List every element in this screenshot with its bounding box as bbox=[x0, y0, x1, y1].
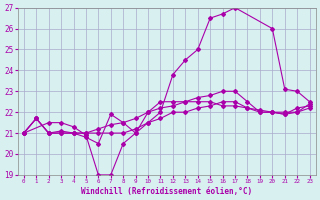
X-axis label: Windchill (Refroidissement éolien,°C): Windchill (Refroidissement éolien,°C) bbox=[81, 187, 252, 196]
